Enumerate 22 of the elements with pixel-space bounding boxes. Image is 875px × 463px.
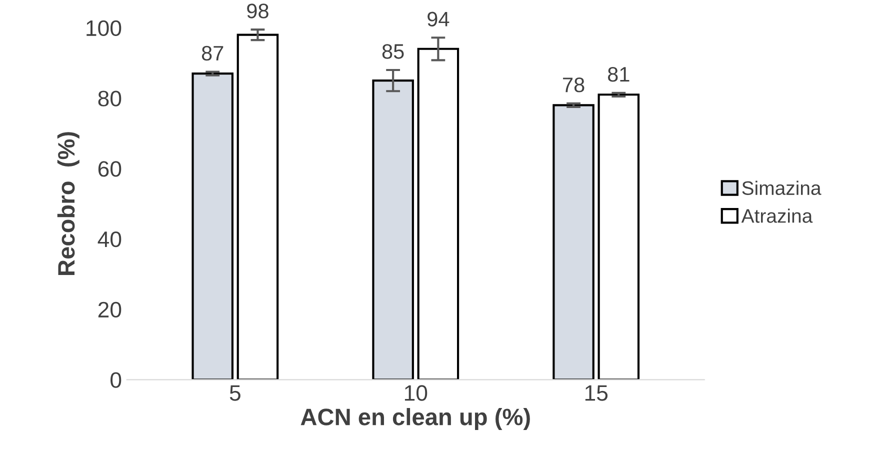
data-label: 94 [428, 12, 450, 26]
x-tick-label: 5 [230, 385, 240, 401]
bar [598, 94, 640, 380]
y-axis-title: Recobro (%) [57, 132, 80, 275]
y-tick-label: 40 [98, 231, 122, 248]
data-label: 87 [202, 46, 224, 61]
legend-label: Simazina [742, 180, 822, 196]
bar [417, 48, 460, 380]
y-tick-label: 80 [98, 90, 122, 106]
data-label: 85 [382, 44, 404, 59]
bar [236, 34, 279, 380]
data-label: 81 [608, 66, 630, 82]
data-label: 98 [247, 4, 268, 18]
y-tick-label: 100 [86, 20, 122, 36]
legend-label: Atrazina [741, 208, 813, 223]
y-tick-label: 20 [98, 302, 122, 318]
data-label: 78 [563, 78, 584, 92]
y-tick-label: 0 [110, 372, 122, 388]
x-tick-label: 10 [404, 385, 428, 401]
x-axis-title: ACN en clean up (%) [300, 408, 530, 430]
x-tick-label: 15 [585, 385, 608, 401]
y-tick-label: 60 [98, 161, 122, 177]
